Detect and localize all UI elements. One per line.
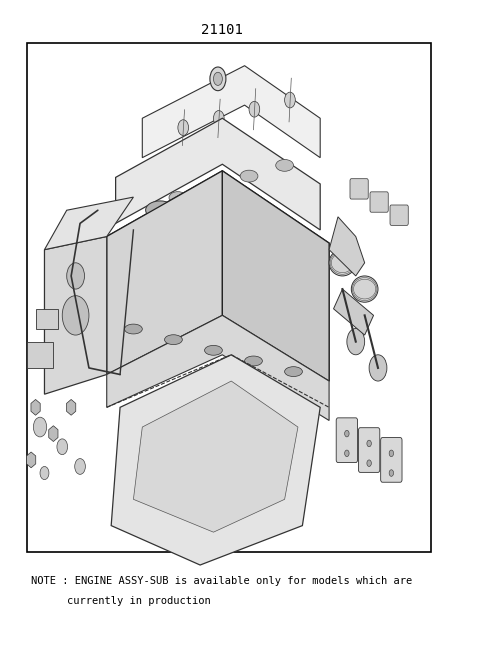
- Circle shape: [369, 355, 387, 381]
- Ellipse shape: [145, 201, 175, 219]
- Circle shape: [62, 296, 89, 335]
- Ellipse shape: [240, 170, 258, 182]
- Ellipse shape: [217, 220, 246, 238]
- Ellipse shape: [204, 181, 222, 193]
- FancyBboxPatch shape: [381, 438, 402, 482]
- Text: 21101: 21101: [202, 22, 243, 37]
- Polygon shape: [107, 171, 222, 374]
- Ellipse shape: [285, 367, 302, 376]
- Circle shape: [40, 466, 49, 480]
- Circle shape: [367, 460, 372, 466]
- Circle shape: [345, 430, 349, 437]
- Circle shape: [367, 440, 372, 447]
- FancyBboxPatch shape: [370, 192, 388, 212]
- Ellipse shape: [181, 210, 210, 229]
- Text: currently in production: currently in production: [67, 596, 210, 606]
- Polygon shape: [329, 217, 365, 276]
- Ellipse shape: [245, 356, 263, 366]
- Circle shape: [249, 101, 260, 117]
- Polygon shape: [45, 197, 133, 250]
- Circle shape: [33, 417, 47, 437]
- Polygon shape: [133, 381, 298, 532]
- Ellipse shape: [276, 160, 293, 171]
- FancyBboxPatch shape: [336, 418, 358, 463]
- Polygon shape: [116, 118, 320, 230]
- Circle shape: [389, 450, 394, 457]
- Polygon shape: [334, 289, 373, 335]
- Circle shape: [345, 450, 349, 457]
- Circle shape: [57, 439, 68, 455]
- Ellipse shape: [165, 335, 182, 344]
- Circle shape: [389, 470, 394, 476]
- Circle shape: [285, 92, 295, 108]
- Circle shape: [75, 459, 85, 474]
- FancyBboxPatch shape: [350, 179, 368, 199]
- Polygon shape: [111, 355, 320, 565]
- Ellipse shape: [252, 229, 281, 248]
- Bar: [27, 342, 53, 368]
- Circle shape: [67, 263, 84, 289]
- Ellipse shape: [204, 346, 222, 355]
- Ellipse shape: [169, 192, 187, 204]
- Circle shape: [214, 72, 222, 85]
- Ellipse shape: [124, 324, 142, 334]
- Polygon shape: [222, 171, 329, 381]
- Polygon shape: [142, 66, 320, 158]
- Text: NOTE : ENGINE ASSY-SUB is available only for models which are: NOTE : ENGINE ASSY-SUB is available only…: [31, 576, 412, 587]
- Circle shape: [178, 120, 189, 135]
- Circle shape: [214, 110, 224, 126]
- Circle shape: [210, 67, 226, 91]
- FancyBboxPatch shape: [359, 428, 380, 472]
- Polygon shape: [107, 315, 329, 420]
- Bar: [27, 43, 432, 552]
- Circle shape: [347, 328, 365, 355]
- Polygon shape: [45, 237, 107, 394]
- Bar: [36, 309, 58, 328]
- Ellipse shape: [351, 276, 378, 302]
- Polygon shape: [107, 171, 329, 381]
- FancyBboxPatch shape: [390, 205, 408, 225]
- Ellipse shape: [329, 250, 356, 276]
